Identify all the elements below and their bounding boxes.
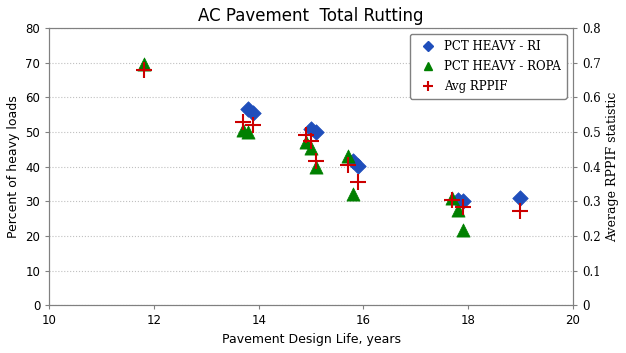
PCT HEAVY - RI — [244, 106, 254, 112]
Avg RPPIF — [249, 122, 259, 128]
Legend: PCT HEAVY - RI, PCT HEAVY - ROPA, Avg RPPIF: PCT HEAVY - RI, PCT HEAVY - ROPA, Avg RP… — [410, 34, 567, 99]
PCT HEAVY - ROPA — [306, 145, 316, 150]
PCT HEAVY - ROPA — [301, 139, 311, 145]
PCT HEAVY - ROPA — [138, 61, 148, 67]
Avg RPPIF — [138, 67, 148, 73]
Avg RPPIF — [301, 133, 311, 138]
Y-axis label: Average RPPIF statistic: Average RPPIF statistic — [606, 91, 619, 242]
PCT HEAVY - RI — [515, 195, 525, 201]
PCT HEAVY - RI — [348, 158, 358, 164]
Y-axis label: Percent of heavy loads: Percent of heavy loads — [7, 95, 20, 238]
PCT HEAVY - ROPA — [342, 154, 352, 159]
PCT HEAVY - ROPA — [311, 164, 321, 169]
Avg RPPIF — [342, 162, 352, 168]
PCT HEAVY - RI — [453, 197, 463, 203]
Avg RPPIF — [448, 197, 458, 203]
Avg RPPIF — [311, 158, 321, 164]
PCT HEAVY - ROPA — [348, 192, 358, 197]
Avg RPPIF — [458, 204, 468, 209]
PCT HEAVY - ROPA — [458, 227, 468, 233]
PCT HEAVY - RI — [249, 110, 259, 116]
PCT HEAVY - RI — [311, 129, 321, 135]
PCT HEAVY - RI — [353, 163, 363, 169]
Title: AC Pavement  Total Rutting: AC Pavement Total Rutting — [198, 7, 424, 25]
X-axis label: Pavement Design Life, years: Pavement Design Life, years — [222, 333, 401, 346]
Avg RPPIF — [238, 119, 248, 124]
PCT HEAVY - ROPA — [238, 127, 248, 133]
PCT HEAVY - RI — [458, 198, 468, 204]
PCT HEAVY - ROPA — [244, 129, 254, 135]
PCT HEAVY - ROPA — [453, 207, 463, 213]
Avg RPPIF — [353, 179, 363, 185]
Avg RPPIF — [515, 208, 525, 214]
PCT HEAVY - ROPA — [448, 195, 458, 201]
PCT HEAVY - RI — [306, 126, 316, 132]
Avg RPPIF — [306, 138, 316, 143]
